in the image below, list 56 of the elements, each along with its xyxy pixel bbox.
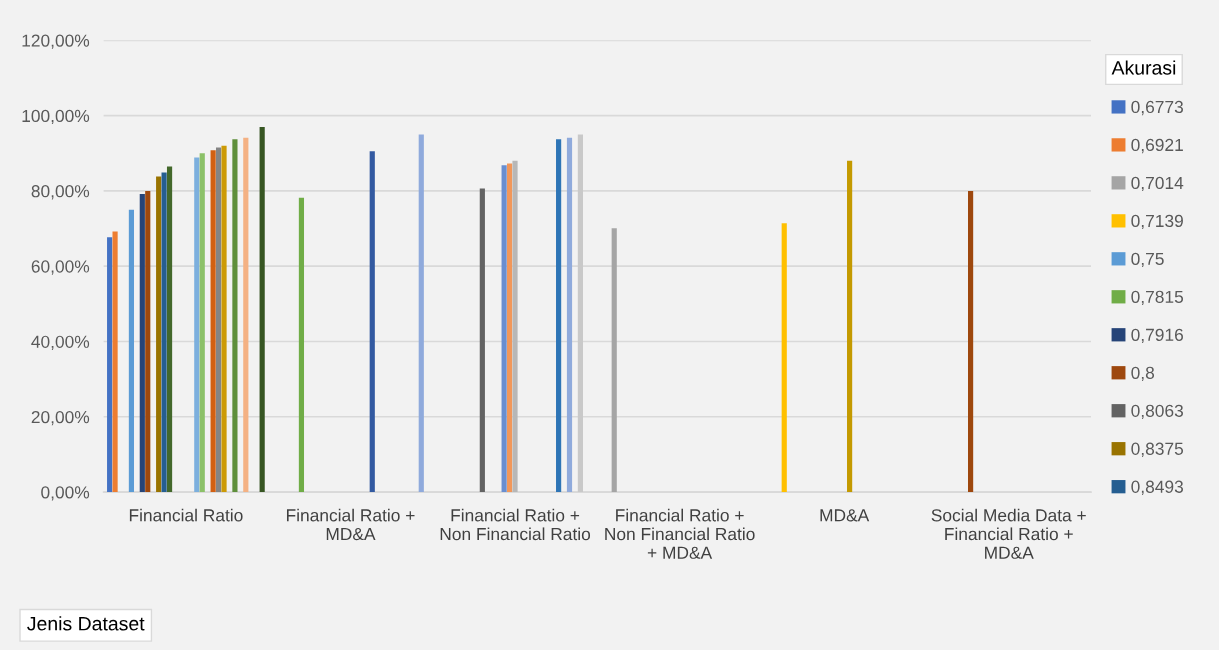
bar (216, 147, 222, 493)
bar (847, 160, 853, 493)
y-tick-label: 40,00% (31, 335, 90, 350)
y-tick-label: 0,00% (41, 486, 90, 501)
bar (210, 150, 216, 493)
y-tick-label: 60,00% (31, 260, 90, 275)
bar (107, 237, 113, 493)
bar (556, 139, 562, 493)
bar (577, 134, 583, 493)
bar (259, 126, 265, 493)
bar (298, 197, 305, 493)
bar (479, 188, 485, 493)
legend-label: 0,8375 (1131, 442, 1184, 457)
legend-label: 0,6773 (1131, 100, 1183, 116)
bar (221, 145, 227, 493)
x-tick-label: Financial Ratio + Non Financial Ratio (440, 508, 591, 541)
legend-label: 0,6921 (1131, 138, 1183, 154)
bar (418, 134, 424, 493)
y-tick-label: 120,00% (22, 34, 90, 49)
bar (161, 172, 167, 493)
bar (506, 163, 513, 493)
legend-label: 0,75 (1131, 252, 1164, 268)
bar (139, 193, 145, 493)
y-tick-label: 80,00% (31, 185, 90, 200)
bar (968, 190, 974, 493)
legend-label: 0,7139 (1131, 214, 1183, 230)
bar (243, 137, 249, 493)
bar (199, 153, 205, 493)
legend-label: 0,8 (1131, 366, 1155, 382)
legend-label: 0,7815 (1131, 290, 1184, 306)
bar (232, 139, 238, 493)
legend-label: 0,7014 (1131, 176, 1184, 192)
bar (611, 228, 617, 493)
x-axis-title: Jenis Dataset (27, 616, 145, 631)
bar (112, 231, 118, 493)
bar (145, 190, 151, 493)
bar (156, 176, 162, 493)
legend-title: Akurasi (1111, 60, 1176, 75)
x-tick-label: Financial Ratio + Non Financial Ratio + MD&A (605, 508, 755, 559)
bar (369, 151, 375, 493)
bar (501, 165, 507, 493)
bar (128, 209, 135, 493)
bar (566, 137, 573, 493)
x-tick-label: Social Media Data + Financial Ratio + MD&A (931, 508, 1086, 559)
legend-label: 0,8493 (1131, 480, 1183, 495)
y-tick-label: 20,00% (31, 410, 90, 426)
x-tick-label: Financial Ratio + MD&A (286, 508, 415, 541)
bar (194, 157, 200, 493)
bar (512, 160, 518, 493)
x-tick-label: Financial Ratio (129, 508, 243, 522)
bar (781, 223, 787, 493)
legend-label: 0,8063 (1131, 404, 1183, 419)
y-tick-label: 100,00% (22, 109, 90, 125)
x-tick-label: MD&A (820, 509, 870, 522)
legend-label: 0,7916 (1131, 328, 1183, 344)
bar (166, 166, 173, 493)
